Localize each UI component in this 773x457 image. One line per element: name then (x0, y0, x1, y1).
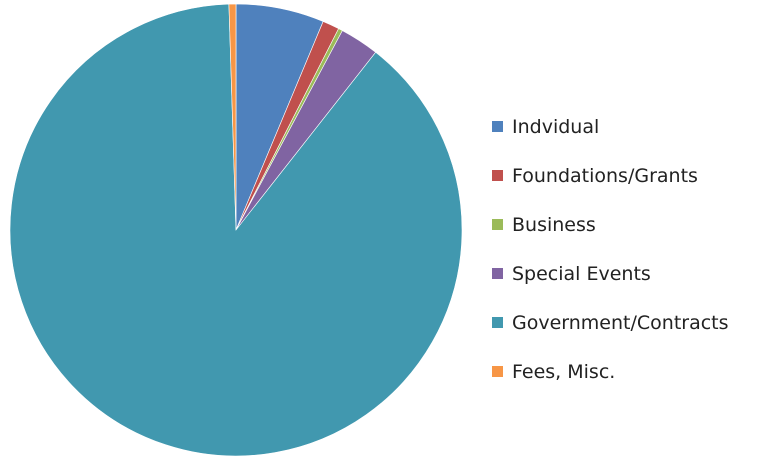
legend-swatch-individual (492, 121, 503, 132)
pie-slice-government-contracts (9, 3, 463, 457)
legend-swatch-government-contracts (492, 317, 503, 328)
legend-swatch-special-events (492, 268, 503, 279)
legend-swatch-foundations-grants (492, 170, 503, 181)
legend-swatch-business (492, 219, 503, 230)
legend-label-foundations-grants: Foundations/Grants (512, 164, 698, 187)
legend-item-government-contracts: Government/Contracts (492, 308, 767, 337)
chart-legend: Indvidual Foundations/Grants Business Sp… (492, 112, 767, 406)
legend-item-foundations-grants: Foundations/Grants (492, 161, 767, 190)
legend-item-individual: Indvidual (492, 112, 767, 141)
legend-label-fees-misc: Fees, Misc. (512, 360, 616, 383)
legend-swatch-fees-misc (492, 366, 503, 377)
pie-slice-fees-misc (228, 3, 237, 231)
legend-item-business: Business (492, 210, 767, 239)
legend-label-business: Business (512, 213, 596, 236)
legend-label-government-contracts: Government/Contracts (512, 311, 729, 334)
legend-label-special-events: Special Events (512, 262, 651, 285)
legend-item-special-events: Special Events (492, 259, 767, 288)
legend-item-fees-misc: Fees, Misc. (492, 357, 767, 386)
legend-label-individual: Indvidual (512, 115, 600, 138)
